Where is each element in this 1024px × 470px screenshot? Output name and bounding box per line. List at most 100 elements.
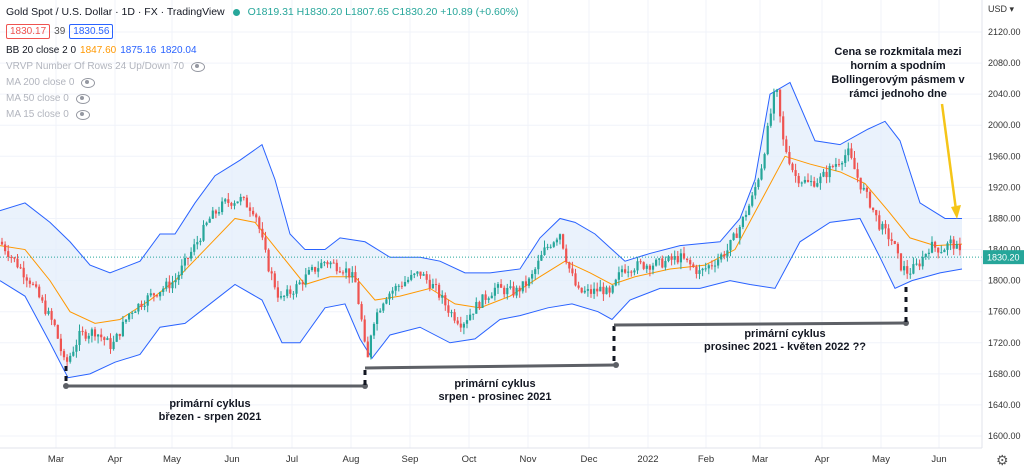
candle-body [797, 175, 800, 184]
candle-body [341, 272, 345, 274]
candle-body [577, 285, 580, 288]
candle-body [614, 279, 617, 286]
candle-body [949, 239, 952, 244]
bb-upper-line [0, 81, 962, 274]
currency-selector[interactable]: USD ▾ [988, 4, 1015, 14]
time-tick-label: Jul [286, 454, 298, 465]
candle-body [236, 201, 239, 204]
candle-body [159, 292, 162, 297]
candle-body [893, 241, 896, 244]
candle-body [397, 285, 400, 287]
candle-body [506, 287, 509, 295]
candle-body [481, 294, 484, 308]
candle-body [509, 286, 512, 288]
candle-body [351, 272, 354, 278]
currency-label: USD [988, 4, 1008, 14]
candle-body [865, 187, 868, 192]
candle-body [769, 113, 772, 126]
candle-body [484, 294, 487, 300]
annotation-3-line2: prosinec 2021 - květen 2022 ?? [704, 341, 866, 353]
indicator-ma200-label: MA 200 close 0 [6, 77, 75, 88]
price-tick-label: 1960.00 [988, 151, 1021, 161]
candle-body [112, 341, 115, 350]
price-tick-label: 2000.00 [988, 120, 1021, 130]
candle-body [698, 270, 701, 274]
eye-icon[interactable] [191, 61, 206, 72]
candle-body [806, 179, 810, 182]
candle-body [379, 310, 382, 313]
candle-body [744, 214, 748, 217]
candle-body [903, 266, 906, 271]
candle-body [782, 116, 785, 140]
candle-body [208, 218, 211, 223]
time-tick-label: Jun [224, 454, 239, 465]
candle-body [834, 164, 837, 167]
candle-body [686, 258, 689, 261]
candle-body [252, 210, 255, 215]
candle-body [134, 311, 137, 313]
candle-body [580, 287, 583, 293]
candle-body [555, 239, 558, 243]
candle-body [47, 310, 50, 314]
candle-body [323, 262, 326, 264]
price-tick-label: 1760.00 [988, 307, 1021, 317]
candle-body [658, 258, 661, 260]
candle-body [211, 210, 214, 219]
cycle-line-2 [364, 363, 617, 370]
candle-body [100, 334, 103, 338]
price-tick-label: 2080.00 [988, 58, 1021, 68]
candle-body [50, 310, 53, 320]
candle-body [788, 152, 791, 164]
candle-body [813, 181, 816, 187]
candle-body [537, 260, 540, 270]
candle-body [227, 199, 230, 203]
candle-body [763, 154, 766, 169]
settings-gear-icon[interactable]: ⚙ [996, 452, 1009, 468]
candle-body [934, 241, 937, 248]
candle-body [403, 282, 407, 287]
indicator-ma15[interactable]: MA 15 close 0 [6, 109, 90, 120]
candle-body [909, 273, 912, 275]
buy-button[interactable]: 1830.56 [69, 24, 114, 39]
candle-body [899, 253, 903, 271]
price-tick-label: 1720.00 [988, 338, 1021, 348]
candle-body [521, 281, 524, 292]
annotation-3-line1: primární cyklus [744, 328, 825, 340]
candle-body [648, 265, 651, 270]
candle-body [828, 166, 831, 178]
candle-body [162, 288, 165, 293]
indicator-ma200[interactable]: MA 200 close 0 [6, 77, 96, 88]
candle-body [620, 269, 624, 273]
candle-body [202, 224, 205, 241]
candle-body [546, 246, 549, 248]
candle-body [490, 295, 493, 299]
candle-body [562, 234, 565, 249]
candle-body [754, 187, 757, 196]
candle-body [155, 295, 159, 297]
candle-body [177, 275, 180, 281]
candle-body [602, 286, 605, 295]
candle-body [794, 170, 797, 176]
eye-icon[interactable] [75, 109, 90, 120]
candle-body [81, 330, 84, 332]
indicator-bb-lower: 1820.04 [160, 45, 197, 56]
indicator-ma50[interactable]: MA 50 close 0 [6, 93, 90, 104]
sell-button[interactable]: 1830.17 [6, 24, 51, 39]
candle-body [586, 289, 589, 291]
symbol-title: Gold Spot / U.S. Dollar · 1D · FX · Trad… [6, 6, 225, 18]
candle-body [214, 210, 217, 214]
candle-body [28, 280, 31, 284]
candle-body [670, 256, 673, 260]
price-tick-label: 2040.00 [988, 89, 1021, 99]
indicator-vrvp[interactable]: VRVP Number Of Rows 24 Up/Down 70 [6, 61, 206, 72]
indicator-bb[interactable]: BB 20 close 2 0 1847.60 1875.16 1820.04 [6, 45, 197, 56]
candle-body [692, 264, 695, 267]
candle-body [958, 243, 961, 251]
candle-body [639, 261, 642, 263]
eye-icon[interactable] [81, 77, 96, 88]
candle-body [924, 253, 927, 257]
candle-body [233, 203, 236, 206]
eye-icon[interactable] [75, 93, 90, 104]
candle-body [66, 357, 69, 362]
